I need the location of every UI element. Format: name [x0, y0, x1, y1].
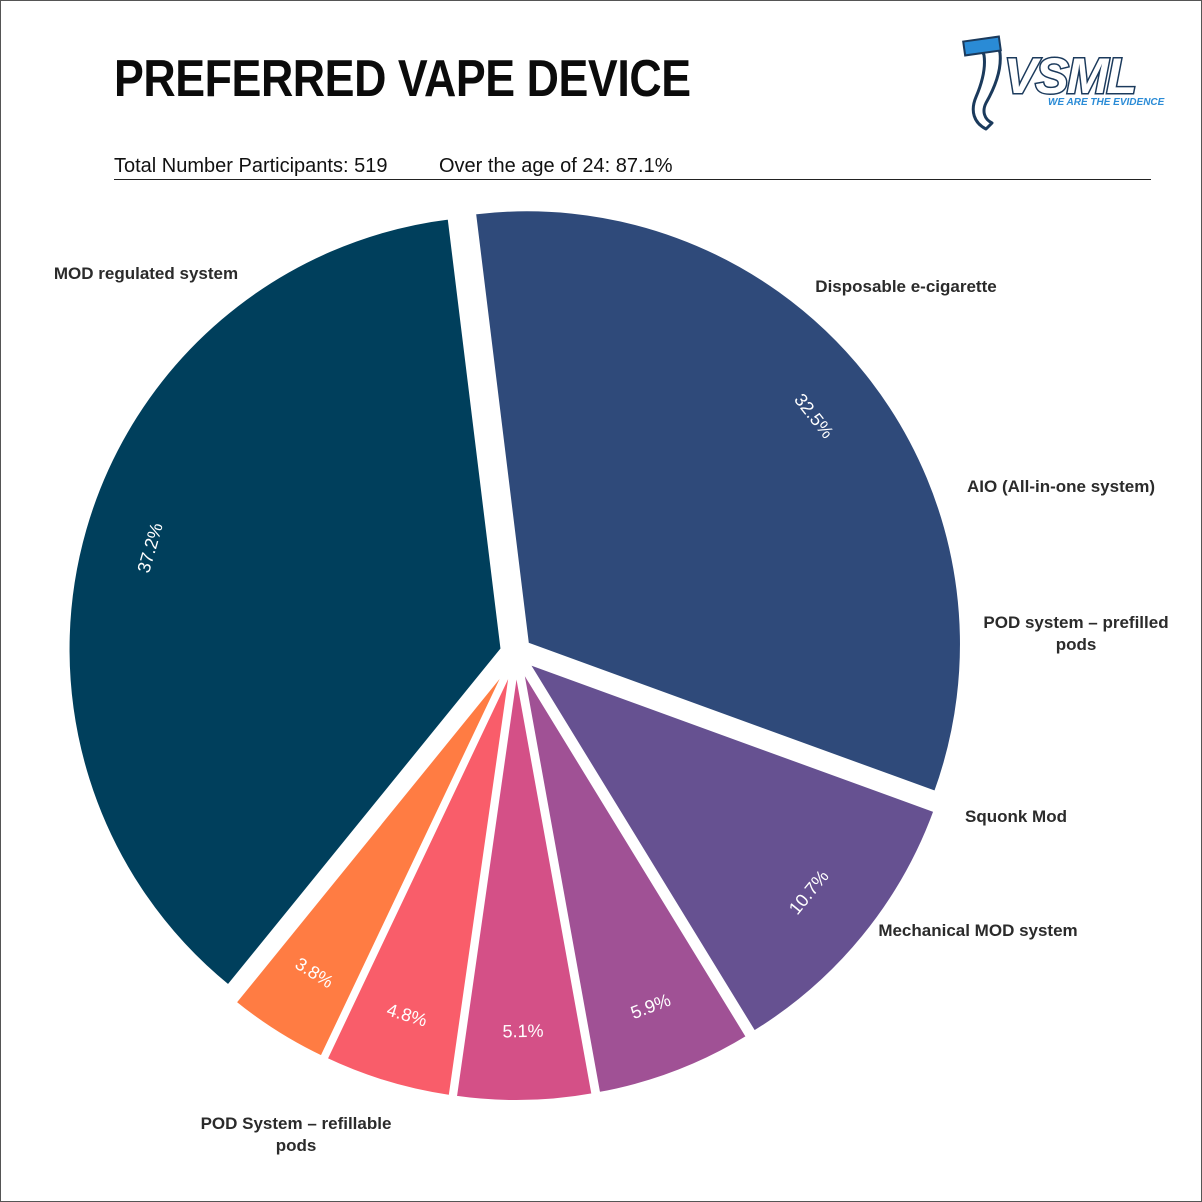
chart-title: PREFERRED VAPE DEVICE: [114, 50, 691, 108]
pie-slice-1: [524, 659, 938, 1035]
pie-slice-6: [65, 215, 505, 989]
subtitle-bar: Total Number Participants: 519 Over the …: [114, 153, 1151, 180]
slice-category-label-1: Disposable e-cigarette: [815, 277, 996, 296]
pie-slice-3: [452, 664, 596, 1104]
slice-category-label-2: AIO (All-in-one system): [967, 477, 1155, 496]
svg-text:WE ARE THE EVIDENCE: WE ARE THE EVIDENCE: [1048, 97, 1165, 108]
slice-category-label-3: POD system – prefilled pods: [983, 613, 1168, 654]
svg-text:VSML: VSML: [1004, 48, 1135, 104]
vsml-logo: VSML WE ARE THE EVIDENCE: [962, 35, 1165, 131]
pie-slice-5: [232, 662, 511, 1060]
pie-slice-4: [323, 664, 514, 1100]
slice-category-label-5: Mechanical MOD system: [878, 921, 1077, 940]
slice-category-label-6: POD System – refillable pods: [201, 1114, 392, 1155]
age-stat: Over the age of 24: 87.1%: [439, 155, 673, 177]
slice-category-label-4: Squonk Mod: [965, 807, 1067, 826]
slice-percent-label-3: 5.1%: [502, 1021, 543, 1042]
participants-count: Total Number Participants: 519: [114, 155, 388, 177]
pie-slice-0: [471, 207, 964, 796]
pie-slice-2: [518, 664, 751, 1097]
slice-category-label-0: MOD regulated system: [54, 264, 238, 283]
